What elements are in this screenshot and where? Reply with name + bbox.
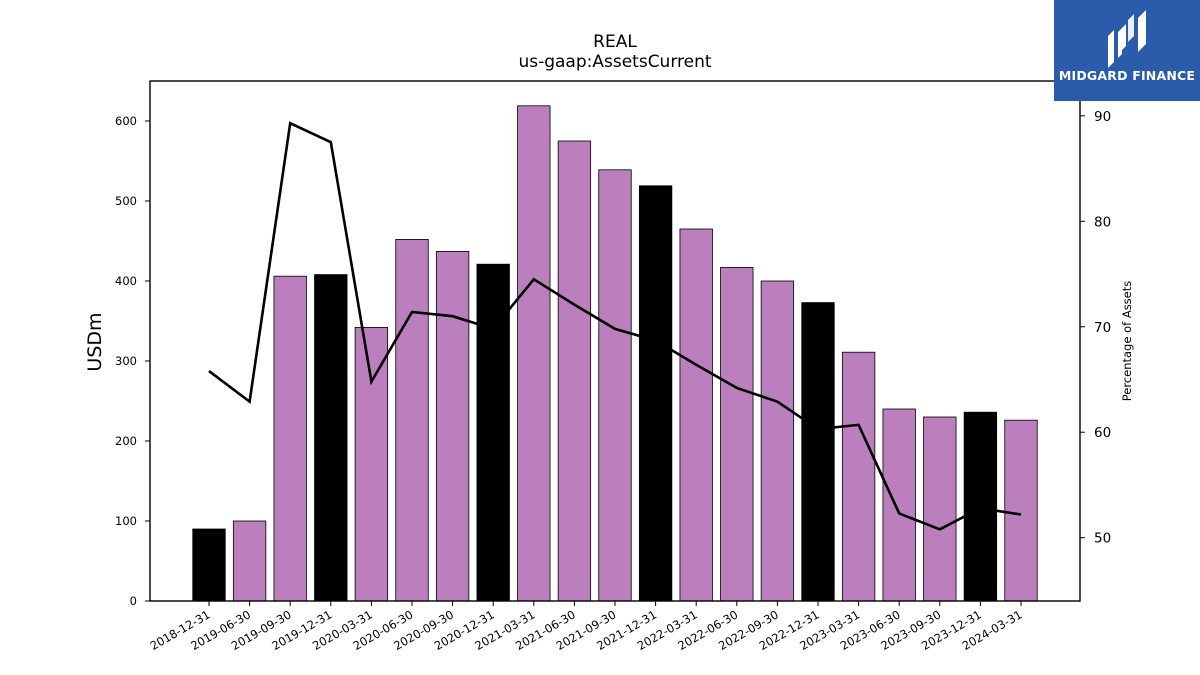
midgard-logo-icon: [1108, 10, 1146, 68]
y-tick-label: 200: [115, 434, 137, 448]
y2-tick-label: 60: [1094, 425, 1111, 441]
bar-2021-12-31: [638, 185, 673, 602]
y-tick-label: 600: [115, 114, 137, 128]
y-tick-label: 300: [115, 354, 137, 368]
bar-2019-06-30: [232, 520, 267, 602]
chart-title: REAL: [593, 32, 637, 52]
chart-subtitle: us-gaap:AssetsCurrent: [518, 52, 712, 72]
bar-2020-03-31: [354, 326, 389, 602]
bar-2024-03-31: [1004, 419, 1038, 602]
bar-2023-09-30: [923, 416, 957, 602]
percentage-line: [208, 121, 1022, 531]
bar-2022-09-30: [760, 280, 795, 602]
y-tick-label: 400: [115, 274, 137, 288]
y2-tick-label: 70: [1094, 320, 1111, 336]
bar-2021-06-30: [557, 140, 592, 602]
y-tick-label: 0: [130, 594, 137, 608]
y2-tick-label: 80: [1094, 214, 1111, 230]
y2-axis-label: Percentage of Assets: [1120, 281, 1134, 402]
bar-2018-12-31: [192, 528, 226, 602]
y-axis-label: USDm: [84, 312, 106, 371]
bar-2023-03-31: [841, 351, 876, 602]
y-tick-label: 500: [115, 194, 137, 208]
midgard-finance-logo: MIDGARD FINANCE: [1054, 0, 1200, 101]
bar-2020-06-30: [395, 238, 429, 602]
bar-2020-12-31: [476, 263, 510, 602]
bar-2022-12-31: [801, 302, 835, 602]
bar-2021-09-30: [598, 169, 632, 602]
bar-2019-12-31: [314, 274, 348, 602]
logo-text: MIDGARD FINANCE: [1058, 68, 1196, 83]
bar-2023-06-30: [882, 408, 916, 602]
y2-tick-label: 50: [1094, 531, 1111, 547]
bar-2020-09-30: [435, 250, 470, 602]
bar-2019-09-30: [273, 275, 307, 602]
bar-2023-12-31: [963, 411, 998, 602]
y2-tick-label: 90: [1094, 109, 1111, 125]
bar-2021-03-31: [517, 105, 551, 602]
y-tick-label: 100: [115, 514, 137, 528]
bar-2022-06-30: [720, 266, 754, 602]
bar-2022-03-31: [679, 228, 713, 602]
